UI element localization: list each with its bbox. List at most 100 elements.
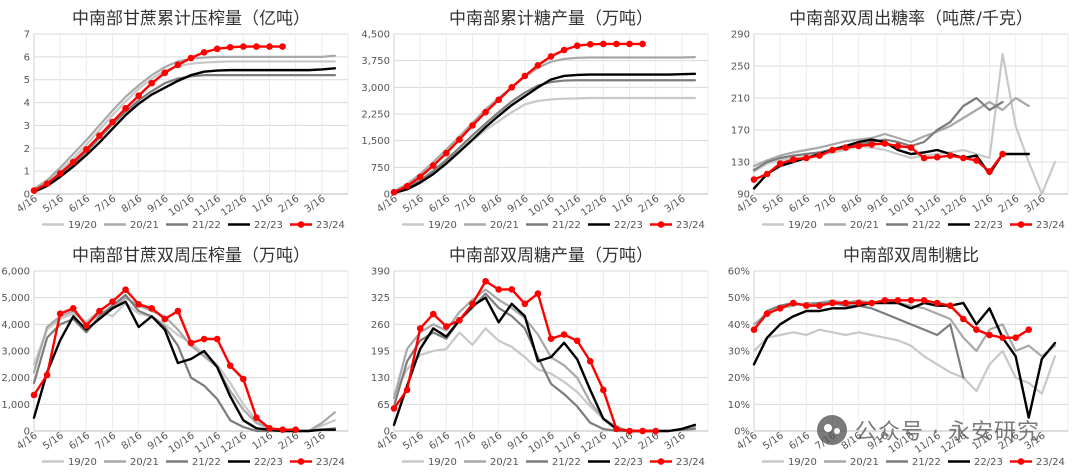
y-tick-label: 3,000: [1, 347, 30, 358]
series-point-23-24: [56, 310, 64, 317]
series-point-23-24: [482, 108, 489, 116]
series-point-23-24: [56, 170, 64, 177]
legend-label-20-21: 20/21: [130, 457, 159, 468]
x-tick-label: 4/16: [375, 430, 400, 452]
y-tick-label: 90: [737, 190, 750, 201]
series-point-23-24: [776, 305, 784, 312]
series-point-23-24: [482, 277, 489, 285]
series-line-22-23: [32, 67, 337, 193]
series-point-23-24: [1025, 326, 1033, 333]
legend-label-21-22: 21/22: [912, 220, 941, 231]
y-tick-label: 130: [731, 158, 750, 169]
series-point-23-24: [586, 357, 594, 365]
series-point-23-24: [803, 302, 810, 309]
legend-marker-23-24: [657, 221, 665, 228]
series-point-23-24: [999, 334, 1006, 341]
x-tick-label: 12/16: [939, 193, 969, 219]
y-tick-label: 170: [731, 126, 750, 137]
x-tick-label: 12/16: [219, 430, 249, 456]
series-point-23-24: [240, 375, 247, 383]
x-tick-label: 6/16: [787, 430, 812, 452]
chart-title-biweekly-sugar-mix: 中南部双周制糖比: [843, 246, 979, 266]
y-tick-label: 4,500: [361, 30, 390, 41]
series-point-23-24: [253, 43, 260, 50]
series-line-20-21: [32, 54, 337, 191]
chart-title-biweekly-atr: 中南部双周出糖率（吨蔗/千克）: [789, 9, 1033, 29]
legend-label-23-24: 23/24: [676, 220, 705, 231]
series-point-23-24: [855, 299, 862, 307]
x-tick-label: 2/16: [637, 430, 662, 452]
series-point-23-24: [135, 92, 142, 100]
series-point-23-24: [973, 157, 980, 164]
legend-label-22-23: 22/23: [974, 457, 1003, 468]
legend-label-22-23: 22/23: [254, 457, 283, 468]
x-tick-label: 2/16: [277, 193, 302, 215]
y-tick-label: 5: [24, 75, 30, 86]
series-point-23-24: [213, 45, 221, 53]
series-point-23-24: [508, 286, 516, 293]
x-tick-label: 7/16: [814, 193, 839, 215]
x-tick-label: 10/16: [527, 193, 557, 219]
y-tick-label: 5,000: [1, 293, 30, 304]
x-tick-label: 9/16: [866, 193, 891, 215]
y-tick-label: 10%: [728, 400, 750, 411]
series-point-23-24: [469, 122, 476, 129]
legend-label-20-21: 20/21: [850, 220, 879, 231]
series-point-23-24: [83, 146, 90, 153]
series-line-22-23: [752, 138, 1030, 190]
series-point-23-24: [907, 144, 915, 151]
legend-label-19-20: 19/20: [68, 457, 97, 468]
legend-label-19-20: 19/20: [788, 220, 817, 231]
chart-title-biweekly-sugar: 中南部双周糖产量（万吨）: [449, 246, 653, 266]
legend-marker-23-24: [1017, 221, 1025, 228]
series-point-23-24: [109, 298, 116, 305]
series-line-22-23: [752, 301, 1057, 419]
x-tick-label: 3/16: [303, 193, 328, 215]
series-point-23-24: [652, 427, 659, 435]
series-point-23-24: [148, 305, 156, 312]
x-tick-label: 11/16: [193, 193, 223, 219]
series-point-23-24: [174, 61, 182, 69]
series-point-23-24: [816, 152, 823, 159]
series-point-23-24: [750, 176, 758, 183]
series-point-23-24: [122, 104, 129, 112]
x-tick-label: 5/16: [41, 430, 66, 452]
legend-label-23-24: 23/24: [1036, 457, 1065, 468]
series-point-23-24: [829, 299, 836, 307]
legend-label-19-20: 19/20: [68, 220, 97, 231]
x-tick-label: 1/16: [611, 193, 636, 215]
x-tick-label: 11/16: [913, 193, 943, 219]
x-tick-label: 4/16: [15, 193, 40, 215]
series-point-23-24: [776, 160, 784, 167]
series-point-23-24: [135, 301, 142, 308]
series-point-23-24: [946, 302, 954, 309]
series-point-23-24: [842, 144, 849, 151]
series-point-23-24: [83, 322, 90, 329]
y-tick-label: 250: [731, 62, 750, 73]
series-point-23-24: [894, 297, 902, 304]
series-point-23-24: [429, 310, 437, 318]
x-tick-label: 1/16: [251, 193, 276, 215]
series-point-23-24: [986, 168, 993, 175]
y-tick-label: 0%: [734, 427, 750, 438]
series-point-23-24: [803, 154, 810, 162]
x-tick-label: 10/16: [527, 430, 557, 456]
series-point-23-24: [416, 173, 424, 181]
legend-label-22-23: 22/23: [614, 220, 643, 231]
wechat-icon: [817, 415, 848, 445]
legend-marker-23-24: [297, 458, 305, 465]
legend-label-19-20: 19/20: [428, 220, 457, 231]
series-point-23-24: [933, 153, 941, 161]
series-point-23-24: [1012, 334, 1019, 341]
y-tick-label: 130: [371, 373, 390, 384]
legend-marker-23-24: [297, 221, 305, 228]
series-point-23-24: [894, 142, 902, 150]
x-tick-label: 12/16: [219, 193, 249, 219]
legend-label-21-22: 21/22: [192, 457, 221, 468]
series-point-23-24: [842, 299, 849, 307]
x-tick-label: 5/16: [41, 193, 66, 215]
x-tick-label: 9/16: [146, 193, 171, 215]
series-point-23-24: [429, 162, 437, 169]
series-point-23-24: [279, 426, 286, 433]
series-point-23-24: [43, 371, 51, 379]
